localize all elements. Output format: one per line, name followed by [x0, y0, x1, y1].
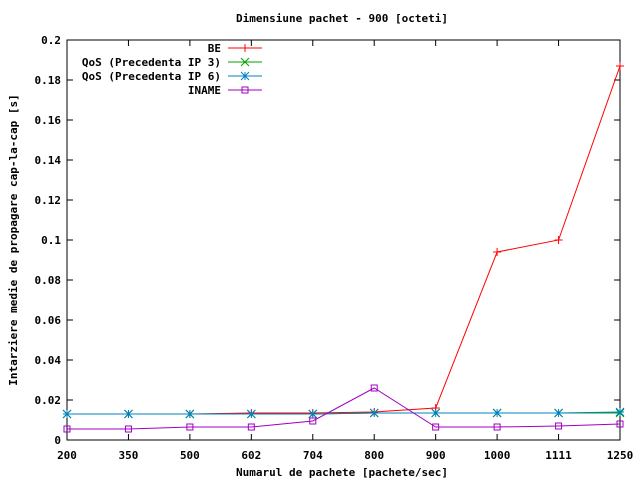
marker-stroke — [62, 409, 72, 419]
legend-marker — [241, 86, 249, 94]
series-line — [67, 65, 621, 415]
chart-title: Dimensiune pachet - 900 [octeti] — [236, 12, 448, 25]
data-point — [124, 425, 132, 433]
data-point — [124, 409, 133, 419]
y-tick-label: 0.06 — [35, 314, 62, 327]
marker-stroke — [246, 409, 256, 419]
data-point — [493, 423, 501, 431]
series-iname — [63, 384, 624, 433]
data-point — [369, 408, 379, 418]
x-tick-label: 1111 — [545, 449, 572, 462]
y-tick-label: 0.02 — [35, 394, 62, 407]
x-tick-label: 602 — [241, 449, 261, 462]
legend-marker — [240, 71, 250, 81]
marker-stroke — [185, 409, 195, 419]
marker-stroke — [309, 417, 317, 425]
y-axis-label: Intarziere medie de propagare cap-la-cap… — [7, 94, 20, 385]
marker-stroke — [370, 384, 378, 392]
series-line — [67, 387, 621, 430]
data-point — [616, 62, 624, 70]
data-point — [186, 423, 194, 431]
y-axis: 0 0.02 0.04 0.06 0.08 0.1 0.12 0.14 0.16 0.18 0.2 — [35, 34, 620, 447]
marker-stroke — [493, 423, 501, 431]
marker-stroke — [241, 86, 249, 94]
y-tick-label: 0.2 — [41, 34, 61, 47]
marker-stroke — [369, 408, 379, 418]
data-point — [63, 425, 71, 433]
marker-stroke — [555, 422, 563, 430]
x-tick-label: 200 — [57, 449, 77, 462]
data-point — [247, 423, 255, 431]
marker-stroke — [431, 408, 441, 418]
y-tick-label: 0.12 — [35, 194, 62, 207]
data-point — [309, 417, 317, 425]
data-point — [370, 384, 378, 392]
marker-stroke — [63, 425, 71, 433]
y-tick-label: 0.14 — [35, 154, 62, 167]
data-point — [246, 409, 256, 419]
legend-marker — [241, 44, 249, 52]
x-tick-label: 704 — [303, 449, 323, 462]
y-tick-label: 0.16 — [35, 114, 62, 127]
data-point — [554, 236, 563, 244]
x-tick-label: 900 — [426, 449, 446, 462]
x-tick-label: 1000 — [484, 449, 511, 462]
y-tick-label: 0 — [54, 434, 61, 447]
x-axis-label: Numarul de pachete [pachete/sec] — [236, 466, 448, 479]
marker-stroke — [124, 409, 133, 419]
marker-stroke — [308, 409, 318, 419]
data-point — [616, 420, 624, 428]
marker-stroke — [240, 71, 250, 81]
data-point — [62, 409, 72, 419]
marker-stroke — [186, 423, 194, 431]
series-qos-precedenta-ip-6 — [62, 407, 625, 419]
data-point — [308, 409, 318, 419]
data-point — [432, 423, 440, 431]
y-tick-label: 0.18 — [35, 74, 62, 87]
data-point — [555, 422, 563, 430]
marker-stroke — [554, 408, 563, 418]
y-tick-label: 0.1 — [41, 234, 61, 247]
data-point — [493, 248, 502, 256]
marker-stroke — [124, 425, 132, 433]
y-tick-label: 0.04 — [35, 354, 62, 367]
legend-label: QoS (Precedenta IP 3) — [82, 56, 221, 69]
legend-marker — [240, 57, 250, 67]
marker-stroke — [616, 420, 624, 428]
x-tick-label: 500 — [180, 449, 200, 462]
legend-label: BE — [208, 42, 221, 55]
plot-frame — [66, 39, 621, 441]
y-tick-label: 0.08 — [35, 274, 62, 287]
marker-stroke — [240, 57, 250, 67]
marker-stroke — [432, 423, 440, 431]
data-point — [615, 407, 625, 417]
data-point — [431, 408, 441, 418]
x-axis: 200 350 500 602 704 800 900 1000 1111 1250 — [57, 40, 633, 462]
series-be — [63, 62, 624, 418]
legend-label: QoS (Precedenta IP 6) — [82, 70, 221, 83]
series-layer — [62, 62, 625, 433]
marker-stroke — [247, 423, 255, 431]
marker-stroke — [492, 408, 502, 418]
data-point — [185, 409, 195, 419]
marker-stroke — [615, 407, 625, 417]
series-line — [67, 411, 621, 415]
x-tick-label: 1250 — [607, 449, 634, 462]
data-point — [492, 408, 502, 418]
data-point — [554, 408, 563, 418]
x-tick-label: 800 — [364, 449, 384, 462]
legend-label: INAME — [188, 84, 221, 97]
x-tick-label: 350 — [119, 449, 139, 462]
